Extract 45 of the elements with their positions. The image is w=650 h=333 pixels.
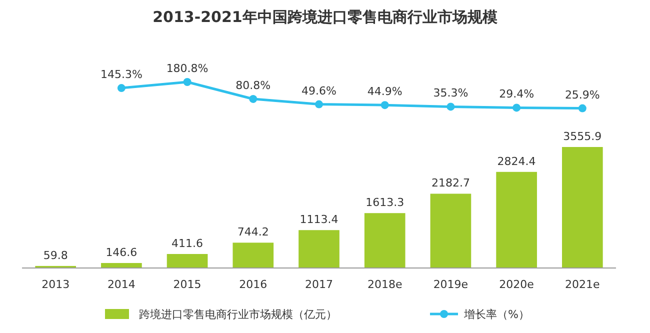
x-tick-label: 2020e (499, 278, 534, 291)
data-label: 44.9% (367, 85, 402, 98)
bar (166, 254, 208, 268)
point (315, 100, 323, 108)
point (578, 104, 586, 112)
data-label: 146.6 (106, 246, 138, 260)
x-tick-label: 2013 (42, 278, 70, 291)
point (446, 102, 455, 111)
x-tick-label: 2018e (367, 278, 402, 291)
x-tick-label: 2019e (433, 278, 468, 291)
point (117, 84, 126, 92)
data-label: 49.6% (302, 84, 336, 98)
data-label: 2182.7 (431, 176, 470, 190)
point (183, 78, 192, 86)
bar (232, 242, 274, 268)
bar (562, 147, 603, 268)
data-label: 145.3% (100, 68, 142, 82)
x-tick-label: 2014 (107, 278, 136, 291)
bar (496, 172, 537, 268)
legend-label: 跨境进口零售电商行业市场规模（亿元） (139, 308, 337, 321)
data-label: 80.8% (236, 78, 271, 92)
data-label: 411.6 (172, 236, 204, 250)
x-tick-label: 2015 (173, 278, 202, 291)
data-label: 1113.4 (300, 213, 338, 226)
data-label: 2824.4 (497, 154, 536, 168)
data-label: 1613.3 (366, 196, 404, 210)
data-label: 59.8 (43, 248, 68, 262)
bar (298, 230, 340, 268)
data-label: 3555.9 (563, 130, 602, 143)
bar (364, 213, 406, 268)
bar (430, 194, 472, 268)
data-label: 744.2 (237, 226, 269, 239)
legend-label: 增长率（%） (463, 308, 530, 321)
data-label: 25.9% (564, 88, 600, 102)
x-tick-label: 2017 (305, 278, 333, 291)
point (249, 94, 258, 103)
data-label: 35.3% (433, 86, 468, 100)
point (380, 101, 389, 110)
chart-title: 2013-2021年中国跨境进口零售电商行业市场规模 (152, 8, 498, 26)
data-label: 29.4% (499, 88, 534, 101)
data-label: 180.8% (166, 62, 208, 75)
bar (101, 263, 142, 268)
x-tick-label: 2021e (565, 278, 600, 291)
point (512, 104, 521, 112)
x-tick-label: 2016 (239, 278, 268, 291)
